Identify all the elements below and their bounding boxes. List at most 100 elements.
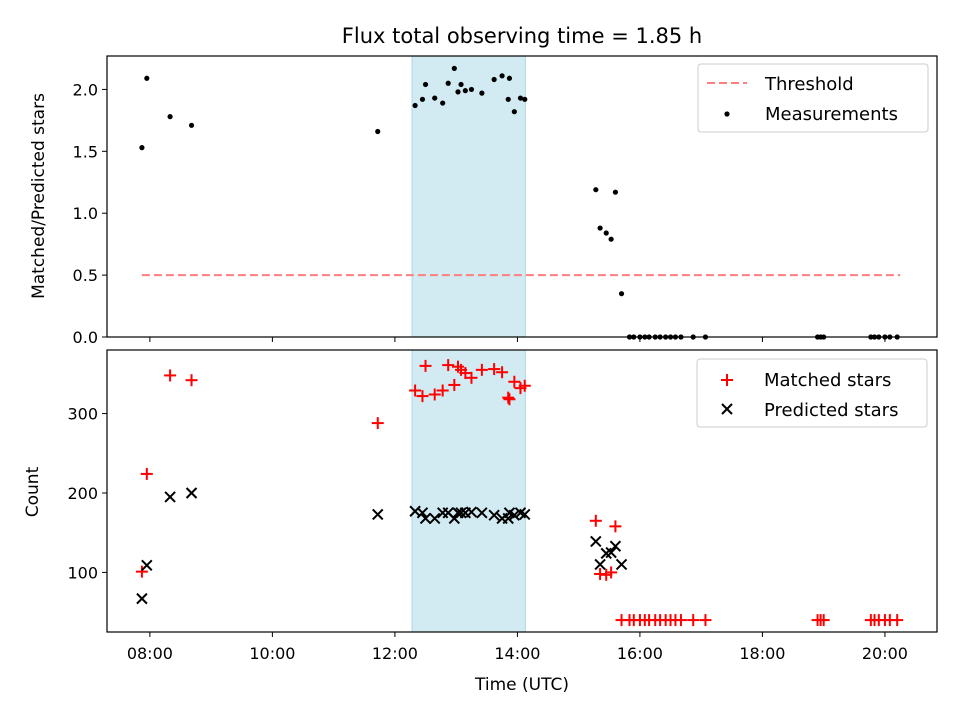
predicted-stars-point <box>508 509 521 521</box>
measurements-point <box>451 65 457 71</box>
predicted-stars-point <box>465 506 478 518</box>
measurements-point <box>139 145 145 151</box>
matched-stars-point <box>442 359 455 372</box>
measurements-point <box>522 96 528 102</box>
measurements-point <box>505 96 511 102</box>
matched-stars-point <box>496 366 509 379</box>
predicted-stars-point <box>488 509 500 521</box>
matched-stars-point <box>448 378 461 391</box>
matched-stars-point <box>140 467 153 480</box>
matched-stars-point <box>164 369 177 382</box>
matched-stars-point <box>185 374 198 387</box>
top-legend-box <box>697 63 929 133</box>
matched-stars-point <box>503 393 516 406</box>
predicted-stars-point <box>609 540 622 552</box>
predicted-stars-point <box>615 558 628 571</box>
bottom-panel-ylabel: Count <box>23 466 43 517</box>
top-ytick-label: 1.0 <box>73 204 98 223</box>
matched-stars-point <box>419 359 432 372</box>
measurements-point <box>506 75 513 81</box>
bottom-ytick-label: 300 <box>67 405 98 424</box>
xtick-label: 14:00 <box>494 644 540 663</box>
matched-stars-point <box>605 566 618 579</box>
measurements-point <box>458 81 464 88</box>
legend-label-measurements: Measurements <box>765 104 898 125</box>
legend-label-matched: Matched stars <box>764 370 891 391</box>
measurements-point <box>188 122 195 128</box>
legend-label-threshold: Threshold <box>764 74 854 95</box>
top-panel-frame <box>106 55 938 338</box>
xtick-label: 20:00 <box>862 644 908 663</box>
predicted-stars-point <box>141 559 153 571</box>
matched-stars-point <box>135 565 148 578</box>
top-ytick-label: 2.0 <box>73 80 98 99</box>
bottom-ytick-label: 200 <box>67 484 98 503</box>
xtick-label: 12:00 <box>372 644 418 663</box>
matched-stars-point <box>699 614 712 627</box>
predicted-stars-point <box>519 508 531 521</box>
legend-matched-swatch <box>721 374 733 386</box>
predicted-stars-point <box>136 592 148 605</box>
measurements-point <box>491 76 497 83</box>
predicted-stars-point <box>419 512 432 525</box>
predicted-stars-point <box>372 508 384 521</box>
predicted-stars-point <box>590 535 602 548</box>
matched-stars-point <box>518 379 531 392</box>
measurements-point <box>499 73 505 79</box>
bottom-panel-xlabel: Time (UTC) <box>474 675 569 695</box>
matched-stars-point <box>488 363 501 376</box>
bottom-panel-frame <box>106 349 938 633</box>
measurements-point <box>517 95 524 101</box>
matched-stars-point <box>817 614 830 627</box>
top-shaded-region <box>411 55 526 338</box>
figure-title: Flux total observing time = 1.85 h <box>342 24 702 48</box>
matched-stars-point <box>416 390 429 403</box>
top-panel-ratio: 0.00.51.01.52.0 Matched/Predicted stars … <box>29 55 938 347</box>
xtick-label: 10:00 <box>249 644 295 663</box>
matched-stars-point <box>609 520 622 533</box>
legend-predicted-swatch <box>721 403 733 415</box>
matched-stars-point <box>436 384 449 397</box>
measurements-point <box>167 114 173 120</box>
matched-stars-point <box>674 614 687 627</box>
predicted-stars-point <box>594 558 606 571</box>
measurements-point <box>612 189 619 195</box>
predicted-stars-point <box>185 487 198 499</box>
matched-stars-point <box>502 391 515 404</box>
bottom-panel-legend: Matched stars Predicted stars <box>696 358 928 428</box>
measurements-point <box>422 81 429 88</box>
matched-stars-point <box>428 388 441 401</box>
predicted-stars-point <box>429 512 441 525</box>
xtick-label: 18:00 <box>739 644 785 663</box>
xtick-label: 16:00 <box>617 644 663 663</box>
legend-measurements-swatch <box>724 111 730 117</box>
top-ytick-label: 1.5 <box>73 142 98 161</box>
predicted-stars-point <box>476 507 488 519</box>
measurements-point <box>468 86 475 93</box>
measurements-point <box>608 236 614 242</box>
measurements-point <box>455 89 461 95</box>
predicted-stars-point <box>164 491 176 503</box>
measurements-point <box>375 128 381 135</box>
measurements-point <box>479 90 485 96</box>
measurements-point <box>597 225 603 231</box>
measurements-point <box>440 100 446 106</box>
predicted-stars-point <box>416 507 429 519</box>
matched-stars-point <box>371 417 384 430</box>
matched-stars-point <box>589 514 602 527</box>
measurements-point <box>412 102 418 109</box>
predicted-stars-point <box>455 507 467 519</box>
matched-stars-point <box>409 384 422 397</box>
bottom-ytick-label: 100 <box>67 563 98 582</box>
measurements-point <box>445 80 451 86</box>
top-ytick-label: 0.0 <box>73 328 98 347</box>
top-panel-legend: Threshold Measurements <box>697 63 929 133</box>
measurements-point <box>144 75 150 81</box>
bottom-legend-box <box>696 358 928 428</box>
measurements-point <box>432 95 438 101</box>
matched-stars-point <box>475 363 488 376</box>
measurements-point <box>603 230 609 236</box>
measurements-point <box>511 109 517 115</box>
legend-label-predicted: Predicted stars <box>764 400 898 421</box>
xtick-label: 08:00 <box>127 644 173 663</box>
